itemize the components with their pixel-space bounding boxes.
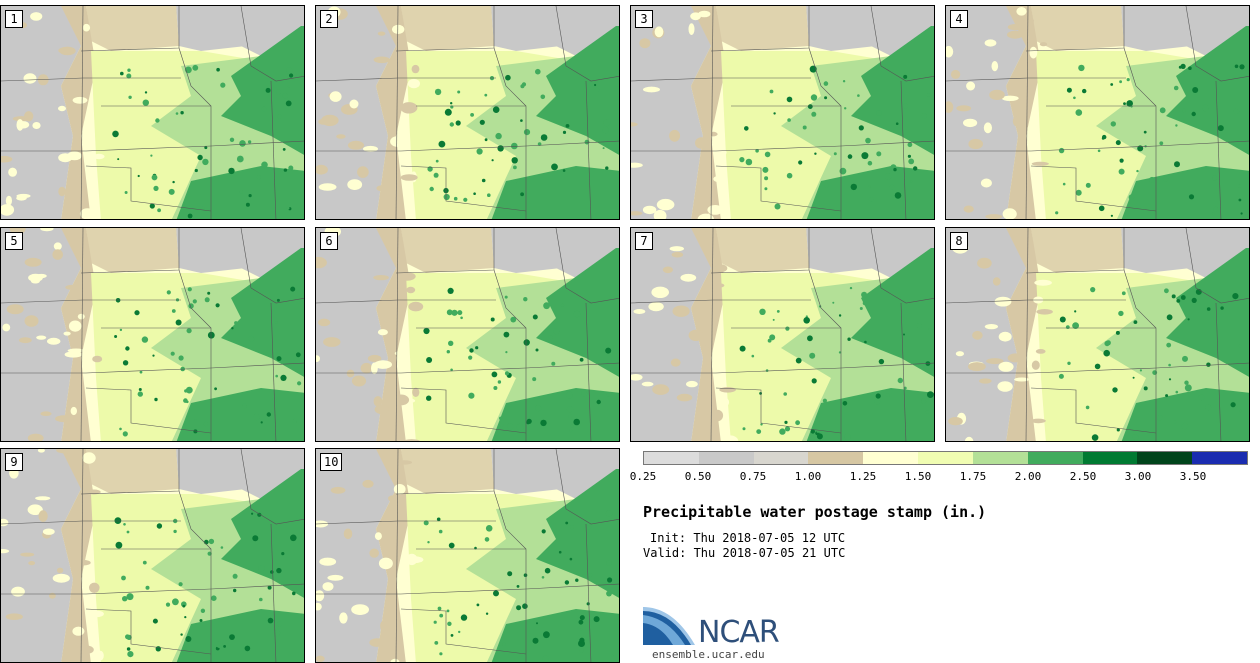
legend-tick-4: 1.25 [849, 470, 877, 483]
panel-number: 1 [5, 10, 23, 28]
legend-tick-3: 1.00 [794, 470, 822, 483]
legend-swatch-1 [698, 452, 754, 464]
map-panel-6: 6 [315, 227, 620, 442]
panel-number: 6 [320, 232, 338, 250]
legend-tick-10: 3.50 [1179, 470, 1207, 483]
legend-tick-5: 1.50 [904, 470, 932, 483]
ncar-logo-icon [643, 607, 695, 645]
map-panel-5: 5 [0, 227, 305, 442]
map-panel-4: 4 [945, 5, 1250, 220]
legend-swatch-3 [808, 452, 864, 464]
legend-swatch-8 [1082, 452, 1138, 464]
legend-swatch-6 [972, 452, 1028, 464]
color-legend-bar [643, 451, 1248, 465]
legend-swatch-5 [918, 452, 973, 464]
init-time: Init: Thu 2018-07-05 12 UTC [650, 531, 846, 545]
legend-tick-labels: 0.25 0.50 0.75 1.00 1.25 1.50 1.75 2.00 2.50 3.00… [628, 470, 1248, 484]
panel-number: 5 [5, 232, 23, 250]
map-panel-9: 9 [0, 448, 305, 663]
legend-tick-2: 0.75 [739, 470, 767, 483]
panel-number: 3 [635, 10, 653, 28]
map-panel-10: 10 [315, 448, 620, 663]
legend-tick-6: 1.75 [959, 470, 987, 483]
legend-tick-8: 2.50 [1069, 470, 1097, 483]
panel-number: 10 [320, 453, 343, 471]
legend-swatch-0 [644, 452, 699, 464]
legend-swatch-2 [753, 452, 809, 464]
legend-tick-0: 0.25 [629, 470, 657, 483]
panel-number: 2 [320, 10, 338, 28]
legend-swatch-10 [1192, 452, 1247, 464]
map-panel-1: 1 [0, 5, 305, 220]
map-panel-2: 2 [315, 5, 620, 220]
legend-tick-9: 3.00 [1124, 470, 1152, 483]
valid-time: Valid: Thu 2018-07-05 21 UTC [643, 546, 846, 560]
map-panel-3: 3 [630, 5, 935, 220]
panel-number: 7 [635, 232, 653, 250]
legend-swatch-7 [1027, 452, 1083, 464]
legend-tick-7: 2.00 [1014, 470, 1042, 483]
chart-title: Precipitable water postage stamp (in.) [643, 503, 987, 521]
legend-swatch-4 [863, 452, 919, 464]
legend-swatch-9 [1137, 452, 1193, 464]
site-url: ensemble.ucar.edu [652, 648, 765, 661]
panel-number: 4 [950, 10, 968, 28]
map-panel-7: 7 [630, 227, 935, 442]
panel-number: 8 [950, 232, 968, 250]
panel-number: 9 [5, 453, 23, 471]
ncar-wordmark: NCAR [698, 615, 780, 650]
map-panel-8: 8 [945, 227, 1250, 442]
legend-tick-1: 0.50 [684, 470, 712, 483]
